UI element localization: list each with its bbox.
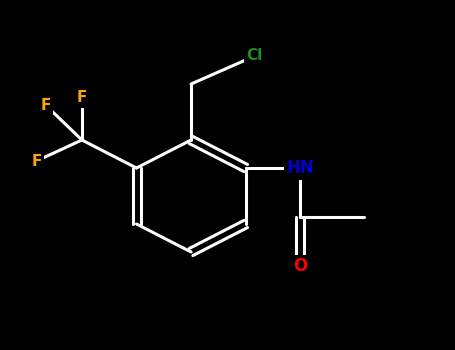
Text: F: F [31, 154, 41, 168]
Text: F: F [77, 91, 87, 105]
Text: O: O [293, 257, 308, 275]
Text: Cl: Cl [247, 49, 263, 63]
Text: F: F [40, 98, 51, 112]
Text: HN: HN [287, 159, 314, 177]
